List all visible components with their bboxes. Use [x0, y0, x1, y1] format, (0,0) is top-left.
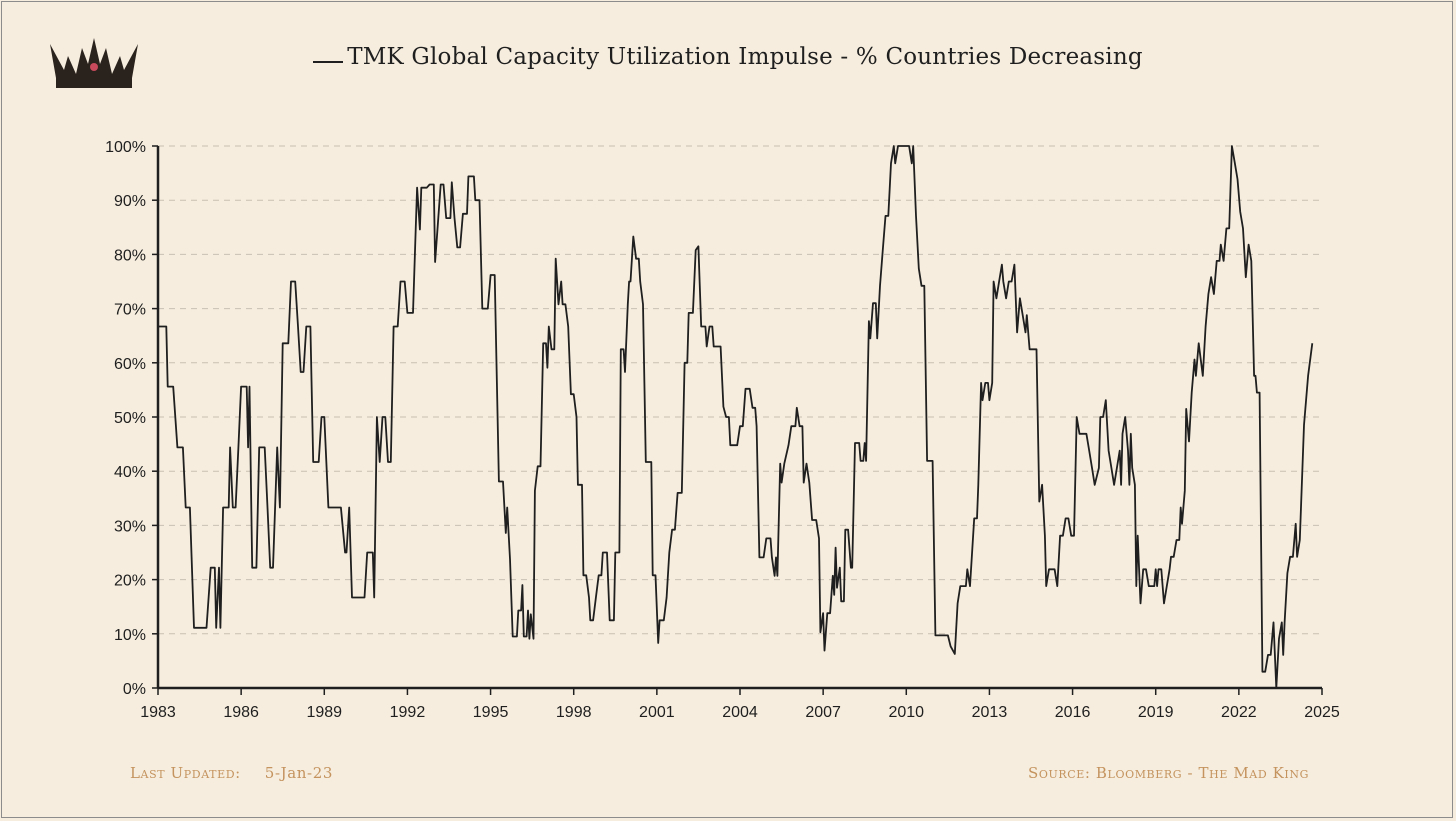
gridlines: [158, 145, 1322, 635]
series-line: [158, 145, 1314, 689]
x-tick-label: 2001: [639, 704, 675, 721]
x-tick-label: 2016: [1055, 704, 1091, 721]
x-tick-label: 1995: [473, 704, 509, 721]
source-note: Source: Bloomberg - The Mad King: [1028, 764, 1309, 782]
crown-logo-icon: [50, 38, 138, 88]
y-tick-label: 70%: [114, 302, 146, 319]
last-updated-date: 5-Jan-23: [264, 764, 333, 782]
y-tick-label: 100%: [105, 139, 146, 156]
y-tick-label: 10%: [114, 627, 146, 644]
y-tick-label: 20%: [114, 573, 146, 590]
x-axis-ticks: 1983 1986 1989 1992 1995 1998 2001 2004 2007 2010…: [140, 688, 1340, 721]
x-tick-label: 2025: [1304, 704, 1340, 721]
y-tick-label: 90%: [114, 193, 146, 210]
x-tick-label: 1986: [223, 704, 259, 721]
x-tick-label: 2007: [805, 704, 841, 721]
x-tick-label: 2004: [722, 704, 758, 721]
y-tick-label: 80%: [114, 247, 146, 264]
x-tick-label: 2019: [1138, 704, 1174, 721]
x-tick-label: 2010: [888, 704, 924, 721]
y-tick-label: 50%: [114, 410, 146, 427]
x-tick-label: 1998: [556, 704, 592, 721]
y-axis-ticks: 0% 10% 20% 30% 40% 50% 60% 70% 80% 90% 100%: [105, 139, 158, 698]
y-tick-label: 40%: [114, 464, 146, 481]
x-tick-label: 1992: [390, 704, 426, 721]
x-tick-label: 2013: [972, 704, 1008, 721]
x-tick-label: 1983: [140, 704, 176, 721]
x-tick-label: 2022: [1221, 704, 1257, 721]
y-tick-label: 30%: [114, 518, 146, 535]
chart-title-text: TMK Global Capacity Utilization Impulse …: [347, 44, 1143, 70]
last-updated-label: Last Updated:: [130, 764, 241, 782]
legend-swatch: [313, 61, 344, 63]
y-tick-label: 60%: [114, 356, 146, 373]
chart-title: TMK Global Capacity Utilization Impulse …: [0, 44, 1456, 70]
x-tick-label: 1989: [306, 704, 342, 721]
y-tick-label: 0%: [123, 681, 146, 698]
last-updated: Last Updated: 5-Jan-23: [130, 764, 333, 782]
